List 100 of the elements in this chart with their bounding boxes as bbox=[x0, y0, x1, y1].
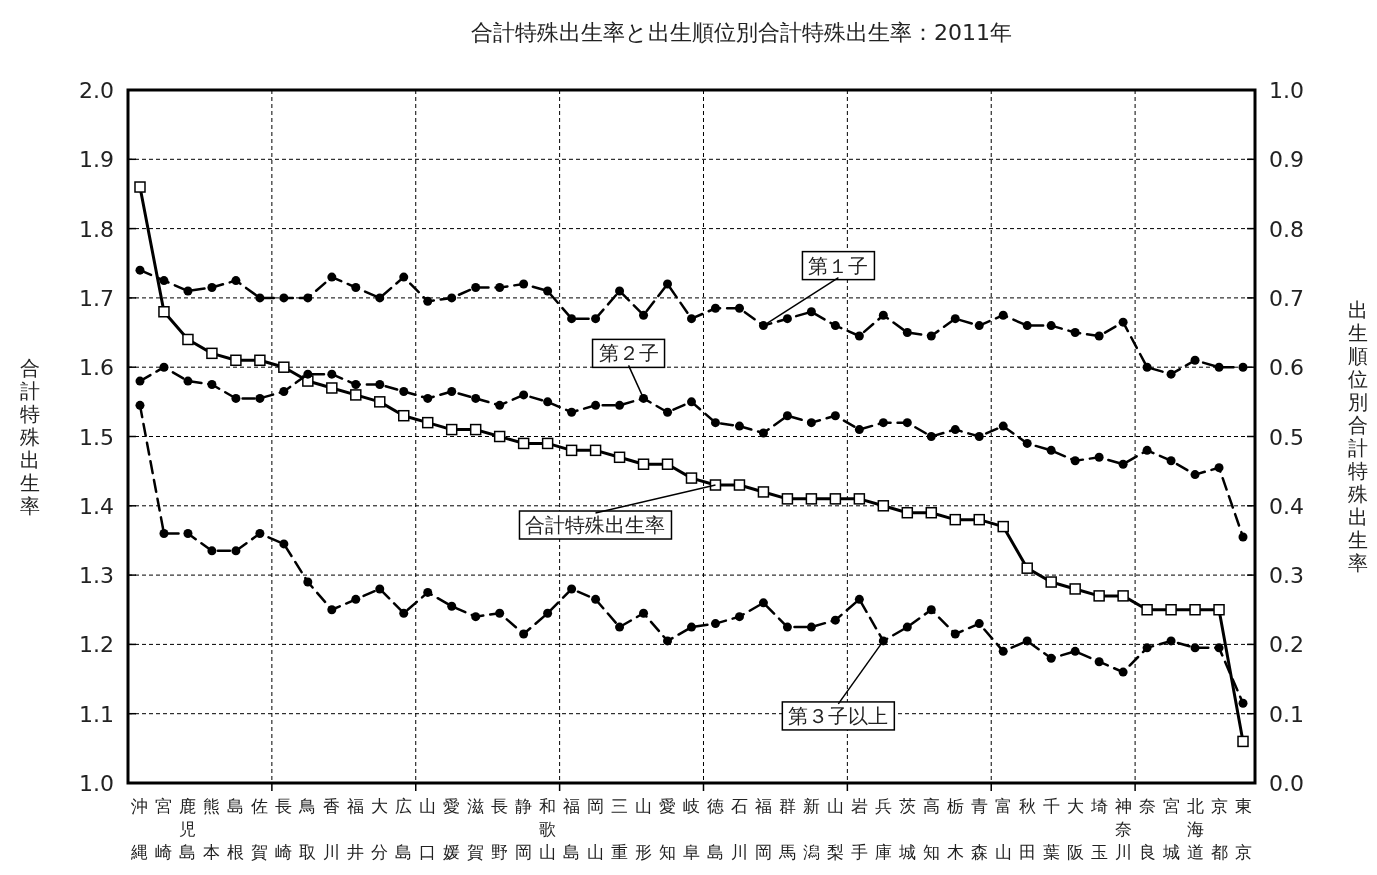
point bbox=[278, 361, 290, 373]
point bbox=[1118, 667, 1128, 677]
y-tick-label: 1.3 bbox=[79, 563, 114, 589]
point bbox=[375, 584, 385, 594]
point bbox=[230, 354, 242, 367]
category-label: 鳥取 bbox=[299, 796, 317, 862]
point bbox=[1117, 590, 1129, 602]
point bbox=[543, 286, 553, 296]
point bbox=[231, 546, 241, 556]
point bbox=[231, 393, 241, 403]
point bbox=[998, 310, 1008, 320]
y2-tick-label: 0.2 bbox=[1269, 632, 1304, 658]
point bbox=[1237, 735, 1249, 748]
point bbox=[565, 444, 578, 457]
point bbox=[878, 310, 888, 320]
category-label: 香川 bbox=[323, 796, 341, 862]
y2-tick-label: 0.3 bbox=[1269, 563, 1304, 589]
point bbox=[447, 293, 457, 303]
point bbox=[398, 409, 410, 422]
point bbox=[806, 622, 816, 632]
point bbox=[782, 411, 792, 421]
point bbox=[710, 619, 720, 629]
point bbox=[303, 369, 313, 379]
point bbox=[687, 397, 696, 407]
point bbox=[135, 400, 145, 410]
category-label: 東京 bbox=[1234, 796, 1252, 862]
point bbox=[350, 389, 362, 401]
point bbox=[734, 421, 744, 431]
point bbox=[1238, 532, 1248, 542]
category-label: 岡山 bbox=[587, 796, 605, 862]
y2-tick-label: 0.1 bbox=[1269, 701, 1304, 727]
category-label: 福岡 bbox=[754, 796, 772, 862]
point bbox=[1214, 463, 1224, 473]
point bbox=[757, 486, 770, 498]
point bbox=[207, 546, 217, 556]
point bbox=[206, 347, 218, 360]
point bbox=[326, 382, 338, 394]
point bbox=[710, 418, 720, 428]
point bbox=[1046, 653, 1056, 663]
point bbox=[1094, 657, 1104, 667]
point bbox=[327, 369, 337, 379]
point bbox=[471, 283, 481, 293]
x-tick-label: 北海道 bbox=[1186, 796, 1204, 862]
callout: 第１子 bbox=[762, 250, 876, 327]
point bbox=[926, 331, 936, 341]
point bbox=[469, 423, 482, 436]
point bbox=[734, 612, 744, 622]
point bbox=[423, 296, 433, 306]
annotation: 第３子以上 bbox=[788, 703, 889, 728]
point bbox=[134, 181, 146, 193]
point bbox=[925, 506, 938, 519]
point bbox=[445, 423, 458, 436]
point bbox=[1238, 698, 1248, 708]
point bbox=[805, 493, 818, 505]
y2-tick-label: 0.0 bbox=[1269, 771, 1304, 796]
callout: 第３子以上 bbox=[781, 640, 896, 731]
point bbox=[710, 303, 720, 313]
point bbox=[733, 479, 746, 491]
point bbox=[901, 506, 914, 519]
point bbox=[1070, 646, 1080, 656]
category-label: 千葉 bbox=[1042, 796, 1060, 862]
point bbox=[637, 458, 650, 470]
point bbox=[661, 458, 674, 470]
point bbox=[1142, 445, 1152, 455]
point bbox=[639, 310, 649, 320]
point bbox=[327, 605, 337, 615]
point bbox=[950, 629, 960, 639]
point bbox=[375, 293, 385, 303]
point bbox=[495, 608, 505, 618]
y-tick-label: 1.6 bbox=[79, 355, 114, 381]
y2-tick-label: 1.0 bbox=[1269, 78, 1304, 103]
point bbox=[158, 306, 170, 318]
point bbox=[734, 303, 744, 313]
point bbox=[423, 393, 433, 403]
point bbox=[591, 314, 601, 324]
point bbox=[758, 321, 768, 331]
point bbox=[1166, 636, 1176, 646]
category-label: 愛知 bbox=[659, 796, 677, 862]
point bbox=[207, 283, 217, 293]
category-label: 愛媛 bbox=[443, 796, 461, 862]
annotation: 合計特殊出生率 bbox=[525, 513, 666, 538]
point bbox=[1094, 331, 1104, 341]
point bbox=[663, 279, 673, 289]
point bbox=[830, 321, 840, 331]
point bbox=[471, 393, 481, 403]
category-label: 徳島 bbox=[706, 796, 724, 862]
point bbox=[758, 428, 768, 438]
category-label: 新潟 bbox=[802, 796, 820, 862]
point bbox=[327, 272, 337, 282]
point bbox=[255, 529, 265, 539]
point bbox=[615, 286, 625, 296]
callout: 合計特殊出生率 bbox=[518, 484, 717, 540]
annotation: 第２子 bbox=[598, 341, 659, 366]
point bbox=[543, 608, 553, 618]
point bbox=[1142, 362, 1152, 372]
point bbox=[423, 587, 433, 597]
point bbox=[1045, 576, 1057, 588]
category-label: 群馬 bbox=[778, 796, 796, 862]
category-label: 沖縄 bbox=[131, 796, 149, 862]
y2-tick-label: 0.8 bbox=[1269, 216, 1304, 242]
